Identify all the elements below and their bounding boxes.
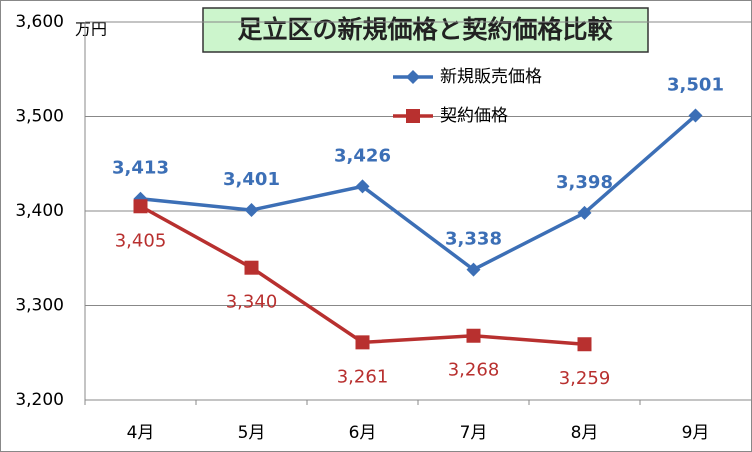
marker (355, 179, 370, 194)
data-label: 3,426 (334, 145, 391, 166)
x-tick-label: 8月 (571, 423, 599, 443)
marker (466, 328, 481, 343)
marker (244, 260, 259, 275)
legend-label: 契約価格 (440, 106, 508, 126)
y-tick-label: 3,500 (15, 107, 64, 127)
x-tick-label: 9月 (682, 423, 710, 443)
y-tick-label: 3,400 (15, 201, 64, 221)
data-label: 3,261 (337, 366, 389, 387)
series-line (140, 114, 697, 272)
data-label: 3,398 (556, 172, 613, 193)
data-label: 3,405 (115, 230, 167, 251)
data-label: 3,401 (223, 169, 280, 190)
data-label: 3,338 (445, 229, 502, 250)
data-label: 3,340 (226, 292, 278, 313)
data-label: 3,268 (448, 360, 500, 381)
data-label: 3,413 (112, 158, 169, 179)
legend-label: 新規販売価格 (440, 67, 542, 87)
chart-title: 足立区の新規価格と契約価格比較 (237, 15, 613, 44)
marker (244, 203, 259, 218)
marker (355, 335, 370, 350)
marker (577, 205, 592, 220)
marker (577, 337, 592, 352)
marker (406, 70, 420, 84)
marker (688, 108, 703, 123)
marker (133, 199, 148, 214)
data-label: 3,259 (559, 368, 611, 389)
x-tick-label: 6月 (349, 423, 377, 443)
y-tick-label: 3,600 (15, 12, 64, 32)
x-tick-label: 4月 (127, 423, 155, 443)
y-tick-label: 3,300 (15, 296, 64, 316)
data-label: 3,501 (667, 75, 724, 96)
marker (406, 109, 420, 123)
title-box (202, 7, 649, 53)
marker (466, 262, 481, 277)
unit-label: 万円 (75, 20, 107, 39)
y-tick-label: 3,200 (15, 390, 64, 410)
x-tick-label: 5月 (238, 423, 266, 443)
x-tick-label: 7月 (460, 423, 488, 443)
